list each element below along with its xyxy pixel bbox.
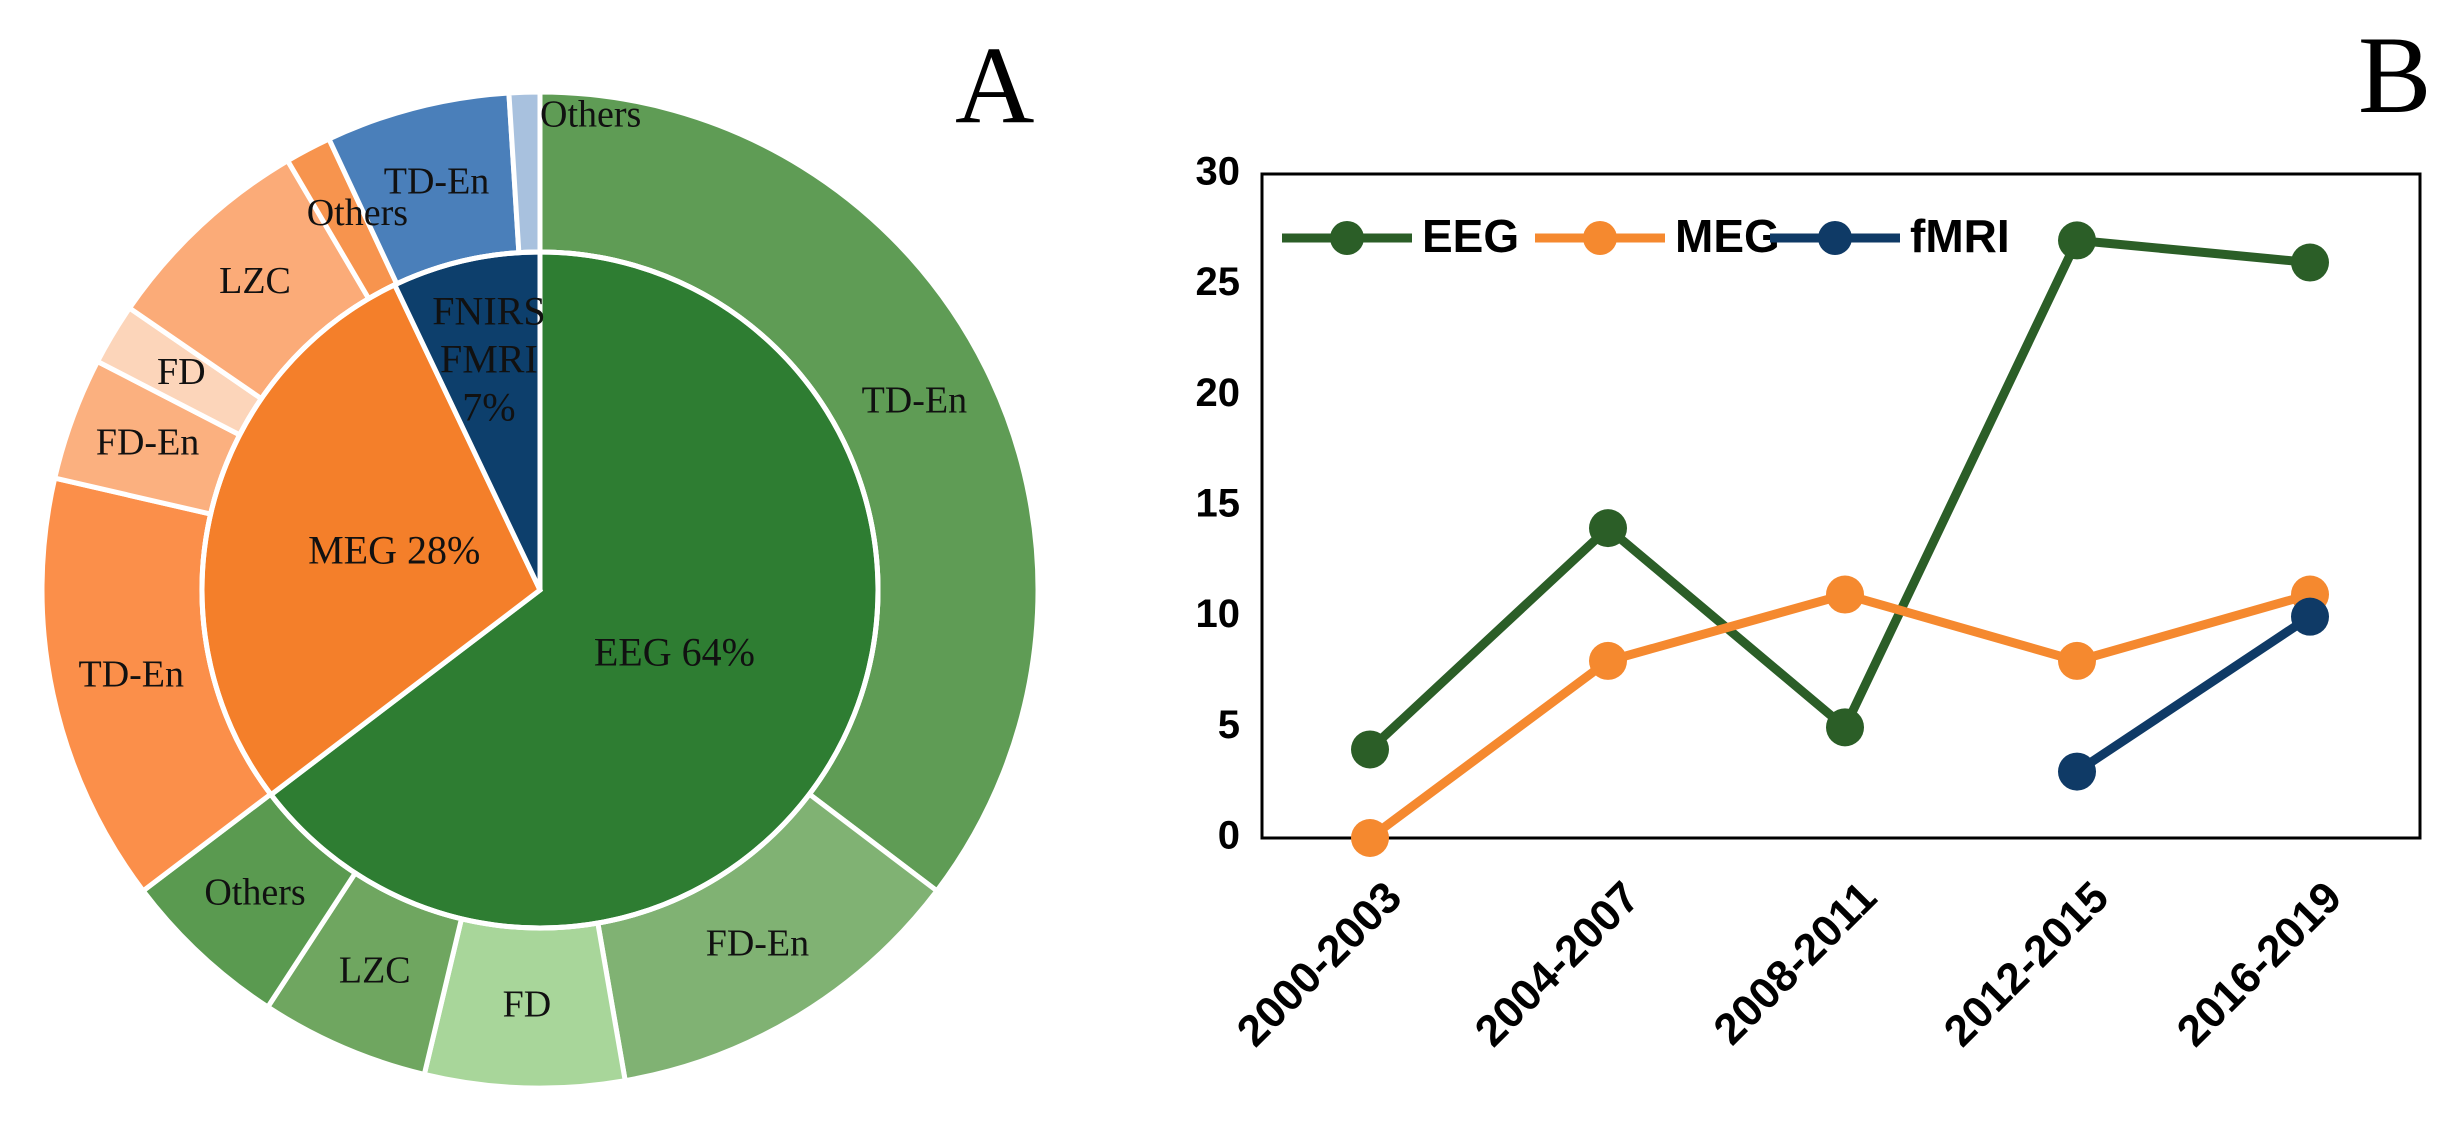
- data-point-meg: [1589, 641, 1627, 680]
- donut-chart-panel: TD-EnFD-EnFDLZCOthersTD-EnFD-EnFDLZCOthe…: [39, 24, 1041, 1091]
- y-tick-label: 30: [1196, 150, 1241, 194]
- outer-slice-label: FD: [503, 984, 552, 1026]
- outer-slice-label: FD: [157, 351, 206, 393]
- y-tick-label: 0: [1218, 814, 1240, 858]
- outer-slice-label: TD-En: [862, 380, 968, 422]
- x-tick-label: 2008-2011: [1704, 872, 1886, 1054]
- y-axis: 0 5 10 15 20 25 30: [1196, 150, 1241, 858]
- plot-frame: [1260, 172, 2422, 840]
- legend-label-meg: MEG: [1675, 210, 1780, 262]
- x-tick-label: 2004-2007: [1466, 872, 1649, 1055]
- outer-ring: [39, 89, 1041, 1091]
- x-tick-label: 2012-2015: [1935, 872, 2118, 1055]
- panel-letter-b: B: [2358, 14, 2431, 136]
- y-tick-label: 5: [1218, 703, 1240, 747]
- data-point-meg: [1351, 819, 1389, 857]
- data-point-meg: [1826, 575, 1864, 614]
- y-tick-label: 10: [1196, 592, 1241, 636]
- panel-letter-a: A: [955, 24, 1034, 146]
- outer-slice-label: LZC: [219, 260, 291, 302]
- outer-slice-label: Others: [204, 871, 305, 913]
- series-line-fmri: [2074, 612, 2313, 776]
- ring-separator: [199, 249, 881, 931]
- outer-slice-label: Others: [540, 94, 641, 136]
- data-point-meg: [2058, 641, 2096, 680]
- data-point-eeg: [1589, 509, 1627, 548]
- legend-label-eeg: EEG: [1422, 210, 1519, 262]
- inner-slice-label: FNIRS FMRI 7%: [432, 289, 545, 430]
- outer-slice-label: Others: [307, 192, 408, 234]
- inner-slice-label: MEG 28%: [308, 528, 480, 573]
- inner-pie: [199, 249, 881, 931]
- data-point-eeg: [2291, 243, 2329, 282]
- y-tick-label: 15: [1196, 482, 1241, 526]
- inner-slice-label: EEG 64%: [594, 630, 755, 675]
- outer-slice-label: TD-En: [79, 653, 185, 695]
- x-axis: 2000-2003 2004-2007 2008-2011 2012-2015 2016…: [1228, 872, 2351, 1055]
- data-point-eeg: [1826, 708, 1864, 747]
- y-tick-label: 20: [1196, 371, 1241, 415]
- outer-slice-label: TD-En: [384, 161, 490, 203]
- data-point-fmri: [2291, 597, 2329, 636]
- data-point-eeg: [2058, 221, 2096, 260]
- data-point-eeg: [1351, 730, 1389, 769]
- legend-marker-fmri: [1818, 221, 1852, 255]
- x-tick-label: 2016-2019: [2168, 872, 2351, 1055]
- pie-labels: TD-EnFD-EnFDLZCOthersTD-EnFD-EnFDLZCOthe…: [79, 94, 968, 1026]
- legend-marker-eeg: [1330, 221, 1364, 255]
- x-tick-label: 2000-2003: [1228, 872, 1411, 1055]
- y-tick-label: 25: [1196, 260, 1241, 304]
- outer-slice-label: LZC: [339, 950, 411, 992]
- line-chart-panel: 0 5 10 15 20 25 30 2000-2003 2004-2007 2008-2011…: [1196, 14, 2432, 1056]
- outer-slice-label: FD-En: [706, 923, 809, 965]
- legend-label-fmri: fMRI: [1910, 210, 2010, 262]
- series-lines: [1351, 221, 2329, 857]
- legend: EEG MEG fMRI: [1282, 210, 2010, 262]
- data-point-fmri: [2058, 752, 2096, 791]
- series-line-eeg: [1366, 235, 2311, 753]
- legend-marker-meg: [1583, 221, 1617, 255]
- outer-slice-label: FD-En: [96, 422, 199, 464]
